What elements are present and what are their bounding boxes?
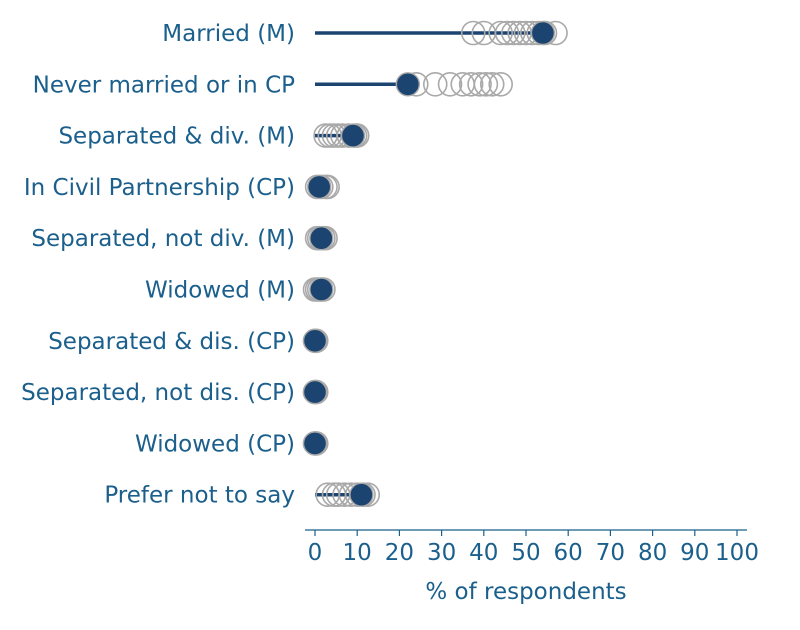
comparison-point (488, 72, 513, 97)
x-tick-label: 80 (638, 540, 667, 566)
x-tick-label: 30 (427, 540, 456, 566)
category-label: Married (M) (162, 21, 295, 47)
category-label: Never married or in CP (33, 72, 296, 98)
comparison-point (488, 20, 513, 46)
value-point (302, 379, 328, 405)
value-point (302, 431, 328, 456)
value-point (309, 277, 334, 302)
value-point (340, 123, 366, 148)
comparison-point (473, 72, 499, 97)
value-point (349, 482, 374, 507)
category-label: Separated, not dis. (CP) (21, 380, 295, 406)
value-point (309, 225, 334, 251)
comparison-point (437, 72, 463, 97)
value-point (395, 72, 421, 97)
x-tick-label: 70 (596, 540, 625, 566)
x-axis-ticks: 0 10 20 30 40 50 60 70 80 90 100 (308, 530, 759, 566)
category-label: Widowed (CP) (135, 431, 295, 457)
category-label: In Civil Partnership (CP) (24, 175, 295, 201)
comparison-point (460, 20, 486, 46)
comparison-point (479, 72, 505, 97)
comparison-markers (302, 20, 568, 508)
x-tick-label: 40 (469, 540, 498, 566)
x-tick-label: 10 (343, 540, 372, 566)
comparison-point (501, 20, 526, 46)
x-tick-label: 90 (680, 540, 709, 566)
category-label: Prefer not to say (104, 483, 295, 509)
comparison-point (422, 72, 448, 97)
value-markers (302, 20, 556, 507)
category-label: Widowed (M) (145, 278, 295, 304)
comparison-point (494, 20, 520, 46)
category-label: Separated, not div. (M) (31, 226, 295, 252)
range-lines (315, 31, 543, 497)
x-axis: 0 10 20 30 40 50 60 70 80 90 100 % of respondents (305, 529, 759, 605)
x-tick-label: 60 (554, 540, 583, 566)
value-point (307, 174, 332, 200)
x-tick-label: 100 (715, 540, 759, 566)
x-tick-label: 50 (511, 540, 540, 566)
value-point (302, 328, 328, 353)
comparison-point (458, 72, 484, 97)
category-label: Separated & div. (M) (58, 124, 295, 150)
x-axis-title: % of respondents (425, 579, 626, 605)
category-label: Separated & dis. (CP) (48, 329, 295, 355)
comparison-point (467, 72, 492, 97)
x-tick-label: 0 (308, 540, 323, 566)
x-tick-label: 20 (385, 540, 414, 566)
value-point (530, 20, 556, 46)
category-labels: Married (M) Never married or in CP Separat… (21, 21, 295, 509)
